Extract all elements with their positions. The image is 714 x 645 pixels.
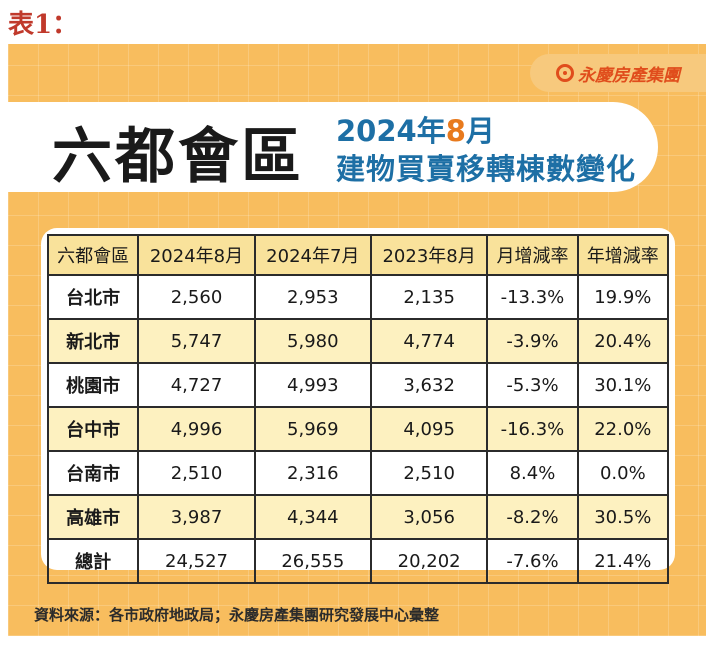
rate-cell: 19.9%: [576, 274, 670, 320]
header-mom-rate: 月增減率: [486, 234, 579, 276]
rate-cell: 21.4%: [576, 538, 670, 584]
table-header-row: 六都會區 2024年8月 2024年7月 2023年8月 月增減率 年增減率: [46, 234, 670, 276]
value-cell: 3,632: [369, 362, 489, 408]
brand-tag: 永慶房產集團: [530, 54, 706, 92]
subtitle-month: 8: [445, 114, 466, 148]
value-cell: 26,555: [253, 538, 372, 584]
value-cell: 3,987: [137, 494, 256, 540]
value-cell: 4,095: [369, 406, 489, 452]
value-cell: 4,774: [369, 318, 489, 364]
value-cell: 2,510: [369, 450, 489, 496]
value-cell: 2,135: [369, 274, 489, 320]
rate-cell: -8.2%: [486, 494, 579, 540]
yungching-logo-icon: [556, 64, 574, 82]
banner-title: 六都會區: [52, 122, 304, 192]
table-row: 新北市 5,747 5,980 4,774 -3.9% 20.4%: [46, 318, 670, 364]
table-row: 台中市 4,996 5,969 4,095 -16.3% 22.0%: [46, 406, 670, 452]
table-total-row: 總計 24,527 26,555 20,202 -7.6% 21.4%: [46, 538, 670, 584]
rate-cell: 0.0%: [576, 450, 670, 496]
rate-cell: -7.6%: [486, 538, 579, 584]
value-cell: 2,316: [253, 450, 372, 496]
brand-name: 永慶房產集團: [578, 65, 680, 86]
table-row: 高雄市 3,987 4,344 3,056 -8.2% 30.5%: [46, 494, 670, 540]
value-cell: 4,344: [253, 494, 372, 540]
header-yoy-rate: 年增減率: [576, 234, 670, 276]
value-cell: 2,560: [137, 274, 256, 320]
rate-cell: 30.1%: [576, 362, 670, 408]
table-row: 台南市 2,510 2,316 2,510 8.4% 0.0%: [46, 450, 670, 496]
value-cell: 3,056: [369, 494, 489, 540]
rate-cell: 8.4%: [486, 450, 579, 496]
rate-cell: 30.5%: [576, 494, 670, 540]
city-cell: 新北市: [46, 318, 140, 364]
rate-cell: -5.3%: [486, 362, 579, 408]
table-row: 桃園市 4,727 4,993 3,632 -5.3% 30.1%: [46, 362, 670, 408]
value-cell: 5,969: [253, 406, 372, 452]
city-cell: 台北市: [46, 274, 140, 320]
rate-cell: 22.0%: [576, 406, 670, 452]
city-cell: 台中市: [46, 406, 140, 452]
value-cell: 2,953: [253, 274, 372, 320]
transfer-table: 六都會區 2024年8月 2024年7月 2023年8月 月增減率 年增減率 台…: [46, 234, 670, 584]
header-2024-aug: 2024年8月: [137, 234, 256, 276]
data-table-container: 六都會區 2024年8月 2024年7月 2023年8月 月增減率 年增減率 台…: [41, 228, 675, 584]
city-cell: 高雄市: [46, 494, 140, 540]
header-2024-jul: 2024年7月: [253, 234, 372, 276]
rate-cell: -16.3%: [486, 406, 579, 452]
value-cell: 4,727: [137, 362, 256, 408]
figure-caption: 表1：: [8, 10, 79, 40]
source-note: 資料來源：各市政府地政局；永慶房產集團研究發展中心彙整: [34, 606, 440, 624]
subtitle-month-suffix: 月: [465, 114, 495, 148]
value-cell: 2,510: [137, 450, 256, 496]
rate-cell: 20.4%: [576, 318, 670, 364]
rate-cell: -3.9%: [486, 318, 579, 364]
value-cell: 4,996: [137, 406, 256, 452]
infographic-card: 永慶房產集團 六都會區 2024年8月 建物買賣移轉棟數變化 六都會區 2024…: [8, 44, 706, 636]
value-cell: 20,202: [369, 538, 489, 584]
city-cell: 總計: [46, 538, 140, 584]
value-cell: 5,980: [253, 318, 372, 364]
banner-subtitle-date: 2024年8月: [336, 108, 495, 150]
header-city: 六都會區: [46, 234, 140, 276]
city-cell: 桃園市: [46, 362, 140, 408]
table-row: 台北市 2,560 2,953 2,135 -13.3% 19.9%: [46, 274, 670, 320]
banner-subtitle: 建物買賣移轉棟數變化: [336, 152, 637, 186]
value-cell: 4,993: [253, 362, 372, 408]
rate-cell: -13.3%: [486, 274, 579, 320]
title-banner: 六都會區 2024年8月 建物買賣移轉棟數變化: [8, 102, 658, 192]
header-2023-aug: 2023年8月: [369, 234, 489, 276]
value-cell: 24,527: [137, 538, 256, 584]
city-cell: 台南市: [46, 450, 140, 496]
value-cell: 5,747: [137, 318, 256, 364]
subtitle-year: 2024年: [336, 114, 446, 148]
